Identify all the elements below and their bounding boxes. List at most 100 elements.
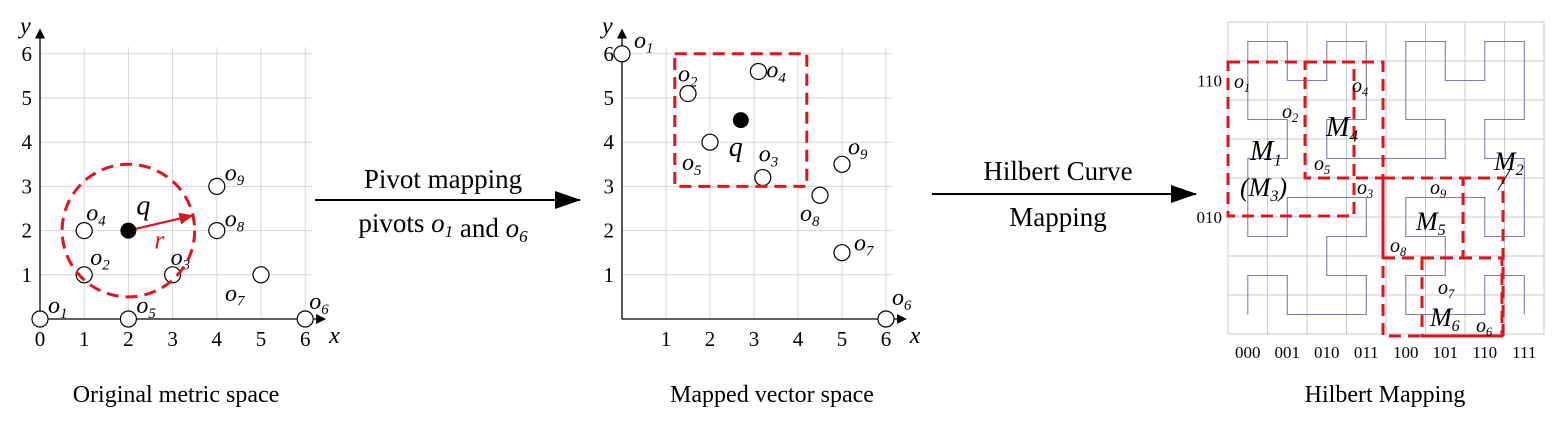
point-o6: [296, 310, 314, 328]
point-label-o5: o5: [136, 293, 155, 322]
point-label-o2: o2: [678, 62, 698, 91]
point-o2: [75, 266, 93, 284]
hilbert-point-label-o1: o1: [1234, 71, 1250, 95]
x-tick-label: 6: [881, 327, 892, 351]
point-o5: [701, 133, 719, 151]
point-label-o7: o7: [854, 231, 874, 260]
point-label-o4: o4: [86, 201, 106, 230]
query-point: [732, 112, 749, 129]
region-M4: [1303, 60, 1385, 180]
x-tick-label: 4: [212, 327, 223, 351]
hilbert-x-tick: 100: [1393, 343, 1419, 362]
point-label-o6: o6: [892, 285, 912, 314]
y-axis-label: y: [18, 13, 31, 39]
y-tick-label: 4: [22, 130, 33, 154]
hilbert-x-tick: 101: [1433, 343, 1459, 362]
y-tick-label: 5: [604, 86, 615, 110]
point-o9: [208, 177, 226, 195]
point-o5: [119, 310, 137, 328]
hilbert-point-label-o4: o4: [1352, 75, 1368, 99]
y-axis-label: y: [600, 13, 613, 39]
region-label-M4: M4: [1325, 112, 1358, 146]
y-tick-label: 1: [22, 263, 33, 287]
point-label-o1: o1: [48, 293, 67, 322]
point-label-o8: o8: [800, 201, 820, 230]
point-label-o1: o1: [634, 28, 653, 57]
query-label: q: [136, 191, 150, 222]
region-M6: [1420, 256, 1504, 338]
point-o7: [833, 244, 851, 262]
hilbert-x-tick: 010: [1314, 343, 1340, 362]
x-tick-label: 2: [705, 327, 716, 351]
mapped-vector-space-plot: y x 1 1 2 2 3 3 4 4 5 5 6 6 o1 o2 o3 o4 o5 o6 o7 o8 o9 q: [600, 13, 921, 351]
point-label-o3: o3: [171, 245, 190, 274]
hilbert-x-tick: 011: [1354, 343, 1379, 362]
hilbert-point-label-o8: o8: [1390, 235, 1407, 259]
region-label-M6: M6: [1429, 303, 1460, 335]
region-M1: [1226, 60, 1356, 218]
caption-mapped-vector-space: Mapped vector space: [670, 382, 874, 408]
caption-original-metric-space: Original metric space: [73, 382, 280, 408]
y-tick-label: 3: [22, 174, 33, 198]
point-o2: [679, 84, 697, 103]
point-o8: [208, 222, 226, 240]
y-tick-label: 6: [604, 42, 615, 66]
y-tick-label: 3: [604, 174, 615, 198]
arrow2-line2: Mapping: [1009, 202, 1107, 232]
point-label-o9: o9: [848, 134, 868, 163]
region-label-M2: M2: [1493, 147, 1524, 179]
point-o1: [31, 310, 49, 328]
hilbert-x-tick: 000: [1235, 343, 1261, 362]
hilbert-mapping-plot: 000 001 010 011 100 101 110 111 110 010 M1(M3) M4 M2…: [1197, 21, 1545, 362]
point-o3: [754, 168, 772, 187]
point-o4: [749, 62, 768, 81]
query-label: q: [729, 132, 743, 163]
hilbert-curve: [1247, 40, 1525, 316]
hilbert-y-tick: 010: [1197, 208, 1223, 227]
x-tick-label: 3: [167, 327, 178, 351]
y-tick-label: 1: [604, 263, 615, 287]
y-tick-label: 2: [22, 219, 33, 243]
arrow2-line1: Hilbert Curve: [983, 156, 1132, 186]
y-tick-label: 2: [604, 219, 615, 243]
x-tick-label: 6: [300, 327, 311, 351]
x-tick-label: 2: [123, 327, 134, 351]
caption-hilbert-mapping: Hilbert Mapping: [1305, 382, 1466, 408]
hilbert-x-tick: 110: [1472, 343, 1497, 362]
x-axis-label: x: [909, 323, 921, 349]
original-metric-space-plot: y x 0 1 1 2 2 3 3 4 4 5 5 6 6 o1 o2 o3 o4 o5 o6 o7 o8 o9 qr: [18, 13, 340, 351]
y-tick-label: 4: [604, 130, 615, 154]
hilbert-y-tick: 110: [1197, 72, 1222, 91]
x-tick-label: 5: [837, 327, 848, 351]
point-o1: [613, 45, 631, 63]
point-label-o5: o5: [682, 150, 701, 179]
hilbert-point-label-o5: o5: [1314, 153, 1330, 177]
x-tick-label: 3: [749, 327, 760, 351]
hilbert-point-label-o9: o9: [1430, 177, 1446, 201]
query-point: [120, 222, 137, 239]
y-tick-label: 5: [22, 86, 33, 110]
region-label-M3: (M3): [1240, 173, 1287, 205]
x-axis-label: x: [328, 323, 340, 349]
arrow1-line2: pivots o1 and o6: [358, 208, 528, 246]
y-tick-label: 6: [22, 42, 33, 66]
point-label-o2: o2: [90, 245, 110, 274]
x-tick-label: 0: [35, 327, 46, 351]
point-label-o6: o6: [309, 289, 329, 318]
hilbert-point-label-o3: o3: [1357, 177, 1373, 201]
hilbert-point-label-o2: o2: [1282, 101, 1298, 125]
point-label-o4: o4: [766, 57, 786, 86]
region-label-M5: M5: [1415, 207, 1446, 239]
region-label-M1: M1: [1249, 136, 1282, 170]
point-label-o9: o9: [225, 160, 245, 189]
point-label-o3: o3: [759, 142, 778, 171]
point-o6: [877, 310, 895, 328]
hilbert-point-label-o7: o7: [1438, 277, 1455, 301]
point-label-o7: o7: [225, 281, 245, 310]
radius-label: r: [154, 226, 165, 255]
point-o7: [252, 266, 270, 284]
hilbert-x-tick: 001: [1275, 343, 1301, 362]
M2-leader-line: [1497, 169, 1511, 191]
point-o8: [811, 186, 829, 204]
